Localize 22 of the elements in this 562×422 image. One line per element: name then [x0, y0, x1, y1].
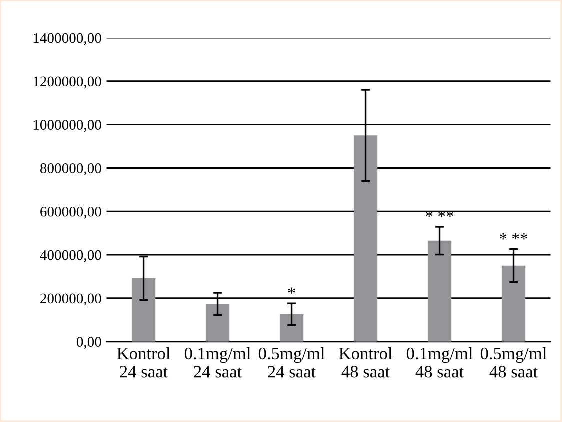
bar [502, 266, 526, 342]
x-tick-label: 0.1mg/ml 48 saat [406, 347, 473, 378]
y-tick-label: 200000,00 [40, 294, 102, 306]
y-tick-label: 600000,00 [40, 206, 102, 219]
x-tick-label: 0.1mg/ml 24 saat [184, 347, 251, 378]
x-tick-label: Kontrol 48 saat [339, 347, 392, 378]
y-tick-label: 1200000,00 [34, 76, 102, 89]
y-tick-label: 1400000,00 [34, 33, 102, 46]
y-tick-label: 800000,00 [40, 164, 102, 176]
x-tick-label: 0.5mg/ml 24 saat [258, 347, 325, 378]
y-tick-label: 400000,00 [40, 250, 102, 262]
annotation: * [288, 288, 296, 294]
y-tick-label: 1000000,00 [34, 120, 102, 132]
bar [280, 314, 304, 342]
bar [206, 304, 230, 342]
y-tick-label: 0,00 [76, 337, 102, 350]
x-tick-label: 0.5mg/ml 48 saat [480, 347, 547, 378]
x-tick-label: Kontrol 24 saat [117, 347, 170, 378]
bar [354, 136, 378, 342]
bar [132, 278, 156, 342]
annotation: * ** [500, 234, 528, 240]
bar [428, 240, 452, 342]
